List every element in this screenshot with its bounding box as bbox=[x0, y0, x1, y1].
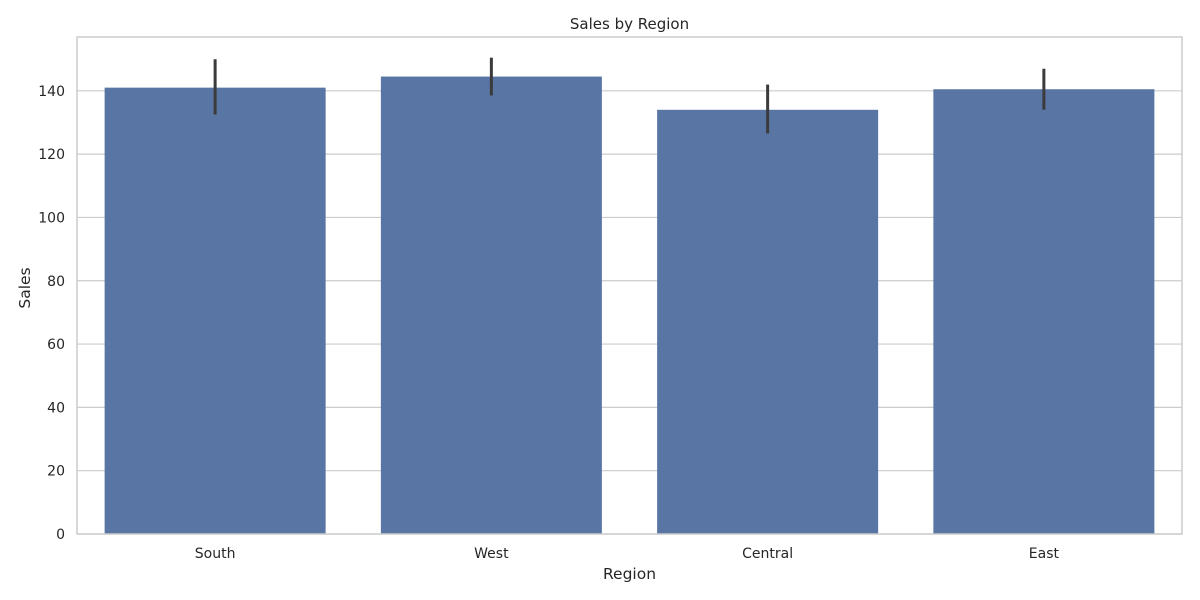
chart-title: Sales by Region bbox=[570, 15, 689, 33]
y-axis-label: Sales bbox=[16, 267, 34, 308]
x-tick-label-west: West bbox=[474, 546, 509, 562]
x-axis-label: Region bbox=[603, 565, 656, 583]
y-tick-labels: 0 20 40 60 80 100 120 140 bbox=[38, 84, 65, 543]
y-tick-label-0: 0 bbox=[56, 527, 65, 543]
x-tick-label-east: East bbox=[1029, 546, 1060, 562]
bar-west bbox=[380, 76, 602, 534]
y-tick-label-120: 120 bbox=[38, 147, 65, 163]
y-tick-label-100: 100 bbox=[38, 210, 65, 226]
plot-frame bbox=[76, 36, 1183, 535]
bar-central bbox=[657, 109, 879, 535]
y-tick-label-80: 80 bbox=[47, 274, 65, 290]
y-tick-label-140: 140 bbox=[38, 84, 65, 100]
bars bbox=[104, 76, 1155, 535]
y-tick-label-20: 20 bbox=[47, 464, 65, 480]
y-tick-label-60: 60 bbox=[47, 337, 65, 353]
error-bars bbox=[213, 57, 1046, 134]
y-tick-label-40: 40 bbox=[47, 400, 65, 416]
plot-border bbox=[76, 36, 1183, 535]
x-tick-label-south: South bbox=[195, 546, 236, 562]
bar-east bbox=[933, 89, 1155, 534]
x-tick-labels: South West Central East bbox=[195, 546, 1060, 562]
x-tick-label-central: Central bbox=[742, 546, 793, 562]
bar-south bbox=[104, 87, 326, 534]
